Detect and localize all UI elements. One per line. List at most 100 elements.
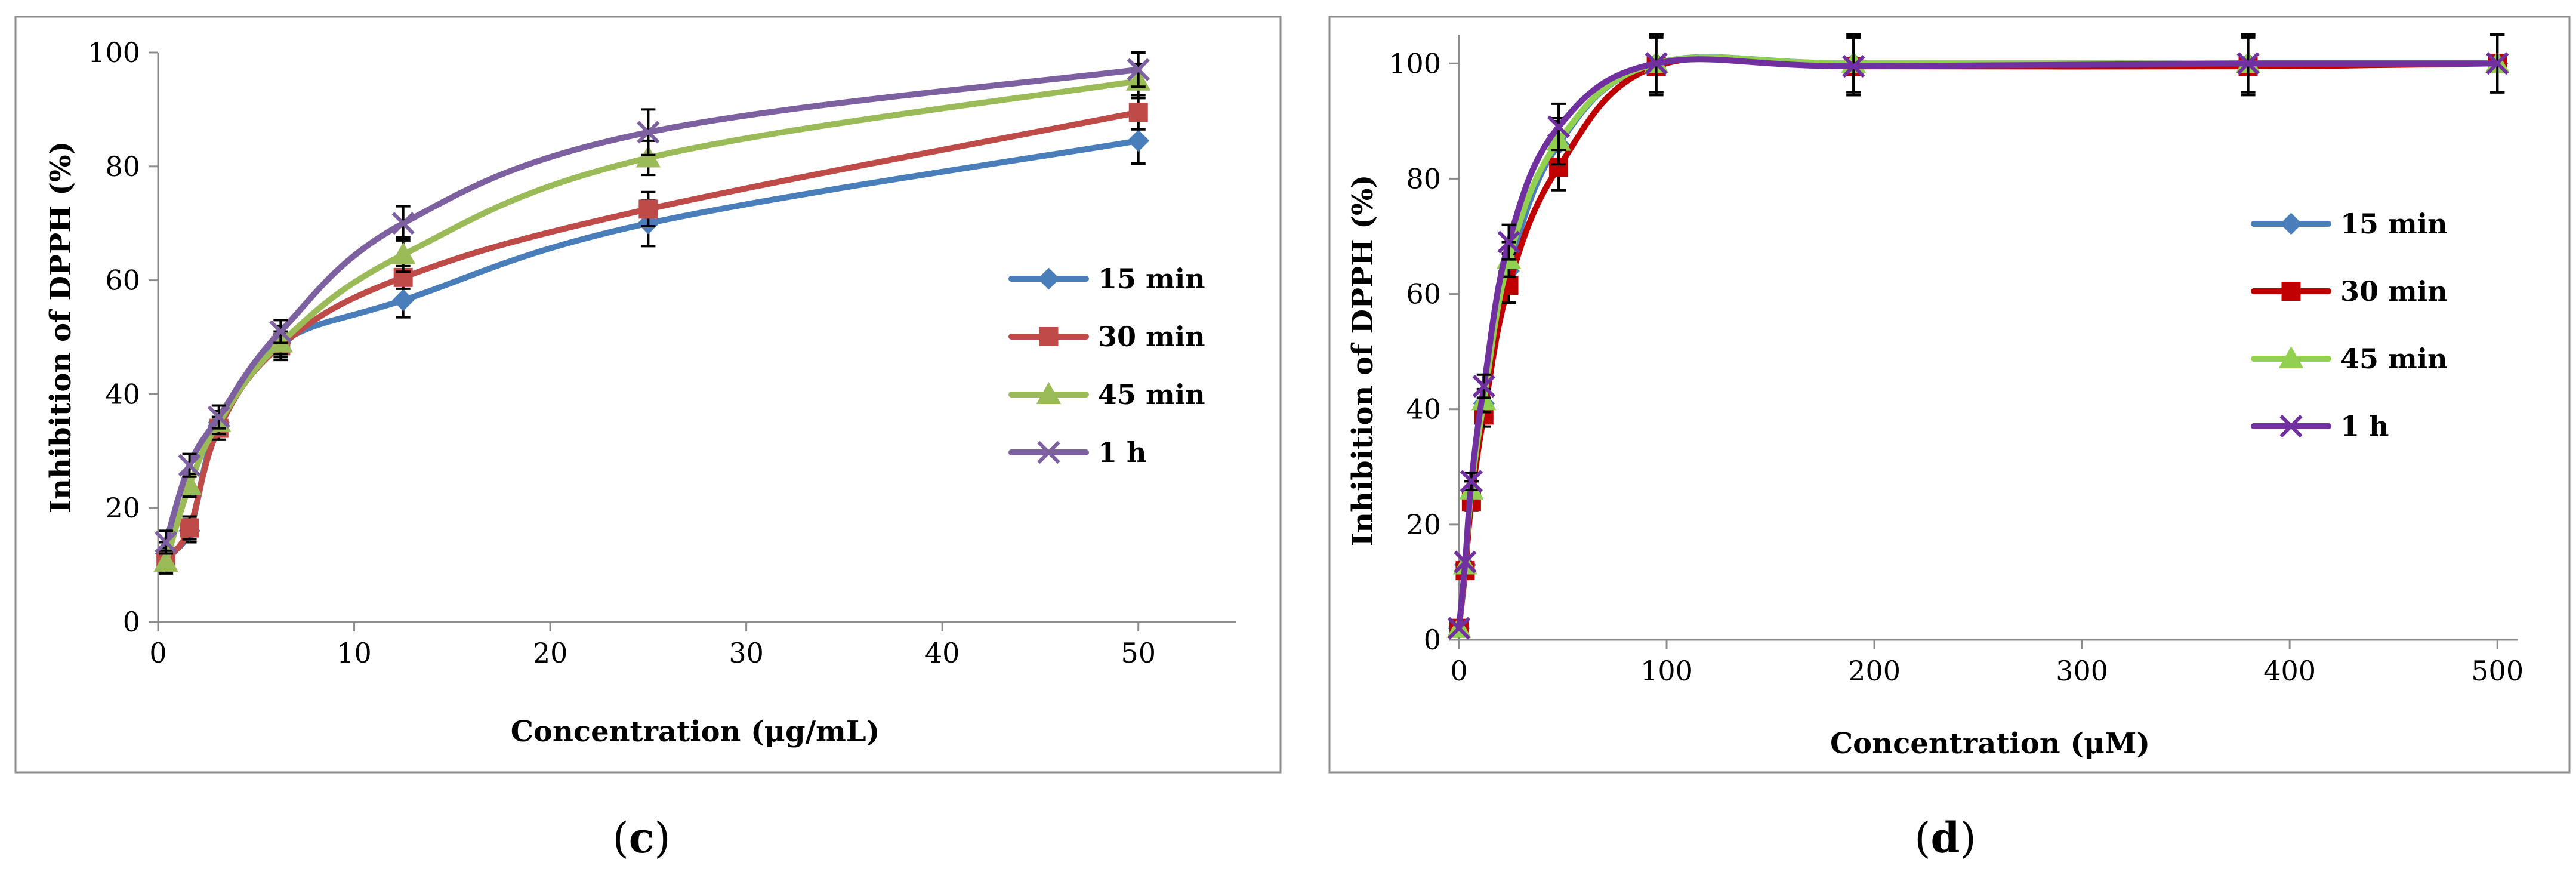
- panel-d-series-1-h-point-stroke-b: [1447, 617, 1471, 640]
- panel-d-x-tick-label: 100: [1640, 655, 1693, 687]
- panel-d-y-tick-label: 0: [1424, 624, 1441, 656]
- panel-c-y-axis-title: Inhibition of DPPH (%): [44, 141, 78, 513]
- panel-c-y-tick-label: 80: [105, 150, 140, 183]
- panel-c-series-1-h-point-stroke-b: [207, 405, 230, 429]
- panel-d-legend-marker-30-min: [2281, 282, 2301, 301]
- panel-c-series-30-min-point: [638, 199, 658, 219]
- panel-c-series-1-h-point: [207, 405, 230, 429]
- panel-d-series-1-h: [1447, 33, 2509, 640]
- panel-c-x-tick-label: 20: [533, 637, 568, 669]
- panel-d-series-1-h-point-stroke-b: [1472, 374, 1495, 398]
- panel-d-series-1-h-point: [1460, 470, 1483, 493]
- panel-c-series-1-h-point-stroke-b: [1127, 58, 1150, 81]
- panel-d-series-1-h-point: [1645, 52, 1668, 75]
- panel-d-y-tick-label: 100: [1389, 47, 1441, 79]
- panel-c-series-1-h-point: [637, 121, 660, 144]
- panel-c-x-tick-label: 50: [1121, 637, 1156, 669]
- panel-c-legend-marker-45-min: [1036, 381, 1062, 404]
- panel-d-x-tick-label: 0: [1450, 655, 1467, 687]
- panel-c-series-1-h: [155, 51, 1150, 555]
- panel-c-series-1-h-point: [391, 212, 415, 235]
- panel-d-legend-item-30-min: 30 min: [2251, 275, 2448, 307]
- panel-c-legend-label-15-min: 15 min: [1098, 263, 1205, 295]
- panel-c-y-tick-label: 40: [105, 378, 140, 410]
- panel-d-legend: 15 min 30 min 45 min 1 h: [2251, 208, 2448, 442]
- panel-c-series-1-h-point-stroke-b: [637, 121, 660, 144]
- panel-c-x-tick-label: 40: [925, 637, 960, 669]
- panel-c-caption-letter: c: [629, 813, 655, 862]
- panel-c-series-30-min-point: [180, 518, 199, 538]
- panel-d-legend-label-15-min: 15 min: [2340, 208, 2448, 240]
- panel-c-legend-item-1-h: 1 h: [1008, 436, 1146, 469]
- panel-c-x-tick-label: 0: [149, 637, 166, 669]
- panel-c-series-1-h-point: [1127, 58, 1150, 81]
- panel-d-x-tick-label: 200: [1848, 655, 1901, 687]
- panel-c-legend-item-30-min: 30 min: [1008, 321, 1205, 353]
- panel-d-series-1-h-point: [1497, 230, 1520, 254]
- panel-c-series-1-h-line: [163, 66, 1142, 546]
- panel-d-series-1-h-point: [2236, 52, 2260, 75]
- panel-d-series-1-h-point-stroke-b: [2236, 52, 2260, 75]
- panel-d-series-1-h-point-stroke-b: [1460, 470, 1483, 493]
- panel-d-x-axis-title: Concentration (μM): [1830, 727, 2150, 760]
- panel-d-y-tick-label: 20: [1406, 509, 1441, 541]
- panel-c-legend: 15 min 30 min 45 min 1 h: [1008, 263, 1205, 469]
- panel-d-caption: (d): [1914, 813, 1976, 862]
- panel-d-legend-marker-1-h: [2279, 414, 2303, 438]
- panel-c-series-15-min-point: [1127, 130, 1150, 152]
- panel-d-legend-marker-1-h-stroke-b: [2279, 414, 2303, 438]
- panel-d-frame: [1328, 16, 2571, 774]
- panel-d-series-1-h-point: [1842, 54, 1865, 78]
- panel-c-series-45-min-point: [153, 549, 178, 572]
- panel-c-series-45-min-point: [635, 145, 661, 168]
- panel-d-series-1-h-point-stroke-b: [2486, 52, 2509, 75]
- panel-c-legend-marker-1-h-stroke-b: [1037, 440, 1060, 464]
- panel-c-series-45-min-line: [163, 78, 1142, 565]
- panel-d-series-1-h-point: [1454, 550, 1477, 574]
- panel-d-plot: 0 20 40 60 80 100 0 100 200 300 400 500 15 min 30 min…: [1389, 33, 2523, 687]
- panel-c-y-tick-label: 100: [88, 36, 140, 69]
- panel-d-legend-label-30-min: 30 min: [2340, 275, 2448, 307]
- panel-c-series-45-min-point: [390, 242, 416, 264]
- panel-d-series-1-h-point-stroke-b: [1454, 550, 1477, 574]
- panel-d-series-1-h-point: [2486, 52, 2509, 75]
- panel-c-legend-marker-15-min: [1038, 267, 1060, 290]
- panel-d-series-1-h-point: [1447, 617, 1471, 640]
- panel-c-legend-label-45-min: 45 min: [1098, 378, 1205, 411]
- panel-d-series-1-h-point: [1472, 374, 1495, 398]
- panel-d-legend-item-1-h: 1 h: [2251, 410, 2389, 442]
- panel-c-series-1-h-point-stroke-b: [155, 531, 178, 554]
- panel-c-series-30-min-point: [1128, 103, 1148, 122]
- panel-d-legend-label-1-h: 1 h: [2340, 410, 2389, 442]
- panel-d-legend-item-45-min: 45 min: [2251, 343, 2448, 375]
- panel-d-legend-item-15-min: 15 min: [2251, 208, 2448, 240]
- panel-d-series-1-h-point: [1547, 115, 1571, 138]
- panel-c-x-tick-label: 30: [729, 637, 764, 669]
- panel-c-plot: 0 20 40 60 80 100 0 10 20 30 40 50 15 min 30 min 45 mi…: [88, 36, 1236, 669]
- panel-c-series-1-h-point: [178, 454, 201, 477]
- panel-d-legend-marker-45-min: [2278, 346, 2304, 368]
- chart-panel-c: 0 20 40 60 80 100 0 10 20 30 40 50 15 min 30 min 45 mi…: [14, 16, 1282, 862]
- panel-d-legend-marker-15-min: [2280, 212, 2302, 235]
- panel-d-caption-letter: d: [1931, 813, 1960, 862]
- panel-d-y-tick-label: 80: [1406, 162, 1441, 195]
- panel-d-y-axis-title: Inhibition of DPPH (%): [1346, 175, 1380, 547]
- panel-d-series-1-h-point-stroke-b: [1842, 54, 1865, 78]
- panel-d-series-1-h-point-stroke-b: [1497, 230, 1520, 254]
- panel-c-series-1-h-point: [269, 320, 292, 343]
- panel-c-x-tick-label: 10: [337, 637, 372, 669]
- panel-c-series-1-h-point-stroke-b: [178, 454, 201, 477]
- panel-c-series-1-h-point-stroke-b: [391, 212, 415, 235]
- panel-d-x-tick-label: 400: [2263, 655, 2316, 687]
- panel-c-legend-marker-1-h: [1037, 440, 1060, 464]
- panel-c-legend-item-15-min: 15 min: [1008, 263, 1205, 295]
- panel-c-legend-label-30-min: 30 min: [1098, 321, 1205, 353]
- chart-panel-d: 0 20 40 60 80 100 0 100 200 300 400 500 15 min 30 min…: [1328, 16, 2571, 862]
- panel-d-x-tick-label: 300: [2056, 655, 2108, 687]
- panel-c-series-15-min-point: [392, 289, 415, 312]
- panel-c-caption: (c): [612, 813, 670, 862]
- panel-c-legend-marker-30-min: [1039, 327, 1059, 346]
- panel-c-x-axis-title: Concentration (μg/mL): [511, 715, 880, 748]
- panel-c-y-tick-label: 0: [123, 606, 140, 638]
